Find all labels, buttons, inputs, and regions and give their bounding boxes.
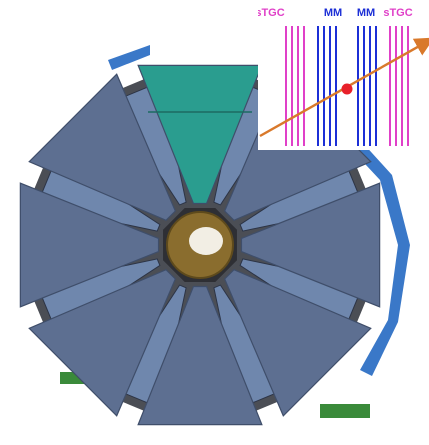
layer-label-mm: MM bbox=[357, 7, 375, 19]
support-foot-right bbox=[320, 404, 370, 418]
detector-layers-inset: sTGC MM MM sTGC bbox=[258, 0, 429, 150]
wheel-sectors bbox=[19, 64, 381, 426]
large-sector bbox=[223, 268, 372, 417]
layer-label-stgc: sTGC bbox=[383, 7, 412, 19]
layer-label-stgc: sTGC bbox=[258, 7, 285, 19]
frame-blue-right bbox=[352, 142, 410, 376]
wheel-hub bbox=[163, 208, 237, 282]
frame-blue-top bbox=[108, 45, 150, 70]
layer-diagram: sTGC MM MM sTGC bbox=[258, 7, 429, 146]
beam-pipe-hole bbox=[189, 227, 223, 255]
large-sector bbox=[28, 268, 177, 417]
large-sector bbox=[137, 285, 263, 426]
hit-point bbox=[341, 83, 353, 95]
large-sector bbox=[19, 182, 160, 308]
large-sector bbox=[240, 182, 381, 308]
large-sector bbox=[28, 73, 177, 222]
layer-label-mm: MM bbox=[324, 7, 342, 19]
